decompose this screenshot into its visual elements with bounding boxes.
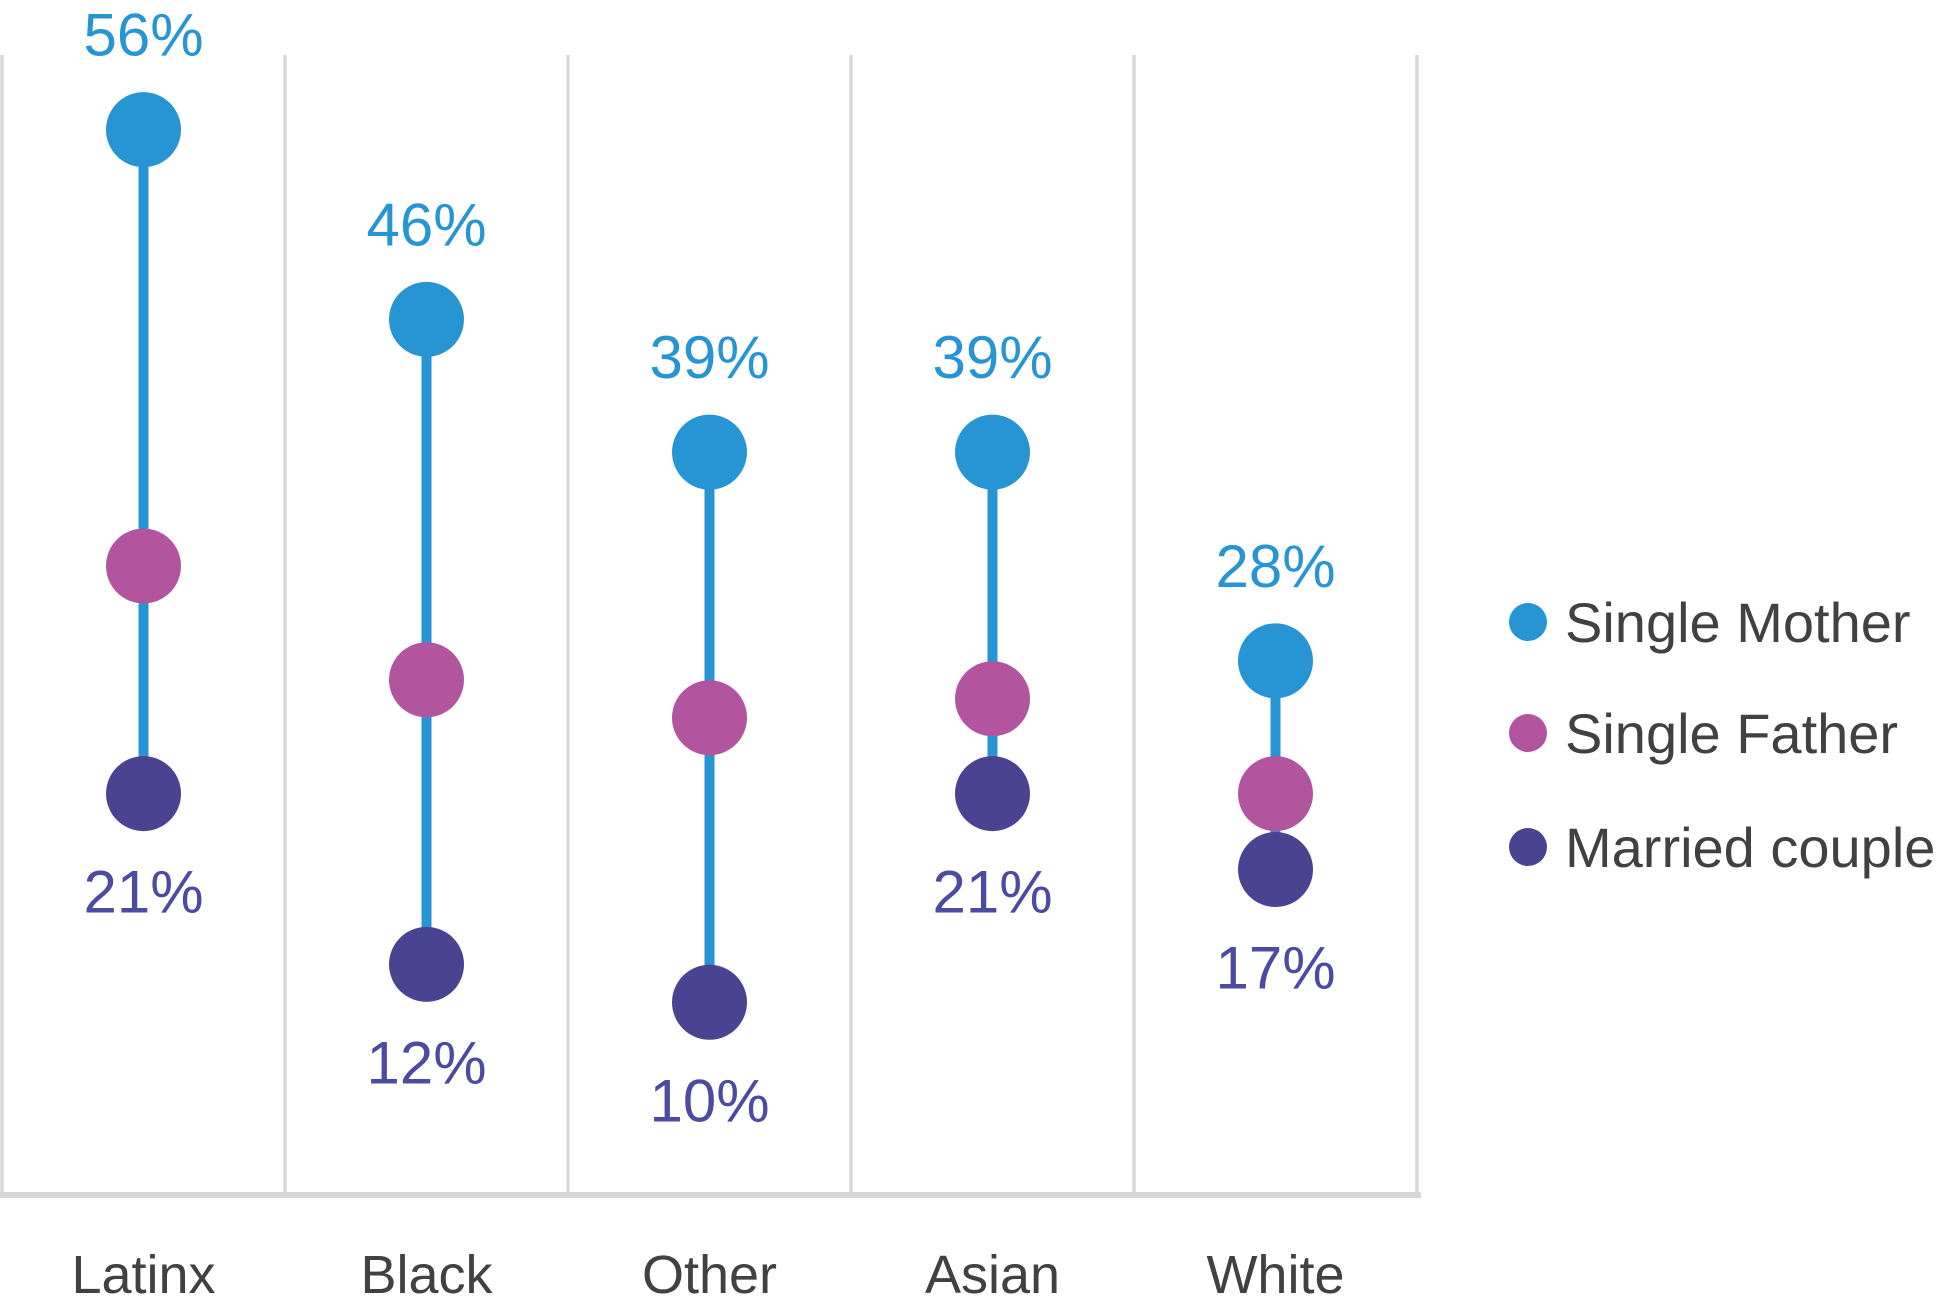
axis-label-latinx: Latinx	[71, 1245, 215, 1305]
value-label-above-other: 39%	[649, 324, 769, 391]
value-label-above-asian: 39%	[932, 324, 1052, 391]
legend-label-married-couple: Married couple	[1565, 816, 1935, 879]
dot-single-mother-black	[389, 281, 464, 357]
legend-label-single-father: Single Father	[1565, 702, 1898, 765]
dot-married-couple-black	[389, 926, 464, 1002]
value-label-below-latinx: 21%	[83, 859, 203, 926]
legend-label-single-mother: Single Mother	[1565, 591, 1911, 654]
dot-single-father-latinx	[106, 528, 181, 604]
axis-label-white: White	[1206, 1245, 1344, 1305]
axis-label-other: Other	[642, 1245, 777, 1305]
value-label-above-black: 46%	[366, 191, 486, 258]
value-label-below-other: 10%	[649, 1067, 769, 1134]
value-label-above-latinx: 56%	[83, 2, 203, 69]
dot-married-couple-other	[672, 964, 747, 1040]
legend-marker-married-couple-icon	[1509, 828, 1547, 866]
dot-single-mother-other	[672, 414, 747, 490]
dot-married-couple-white	[1238, 832, 1313, 908]
value-label-below-white: 17%	[1215, 935, 1335, 1002]
value-label-below-black: 12%	[366, 1029, 486, 1096]
legend-marker-single-father-icon	[1509, 714, 1547, 752]
axis-label-black: Black	[360, 1245, 493, 1305]
dot-married-couple-asian	[955, 756, 1030, 832]
dot-married-couple-latinx	[106, 756, 181, 832]
dot-single-father-asian	[955, 661, 1030, 737]
axis-label-asian: Asian	[925, 1245, 1060, 1305]
dot-single-mother-white	[1238, 623, 1313, 699]
legend-marker-single-mother-icon	[1509, 603, 1547, 641]
dot-single-father-white	[1238, 756, 1313, 832]
value-label-below-asian: 21%	[932, 859, 1052, 926]
dot-single-father-other	[672, 680, 747, 756]
dot-single-mother-latinx	[106, 92, 181, 168]
dot-single-mother-asian	[955, 414, 1030, 490]
dot-single-father-black	[389, 642, 464, 718]
value-label-above-white: 28%	[1215, 533, 1335, 600]
